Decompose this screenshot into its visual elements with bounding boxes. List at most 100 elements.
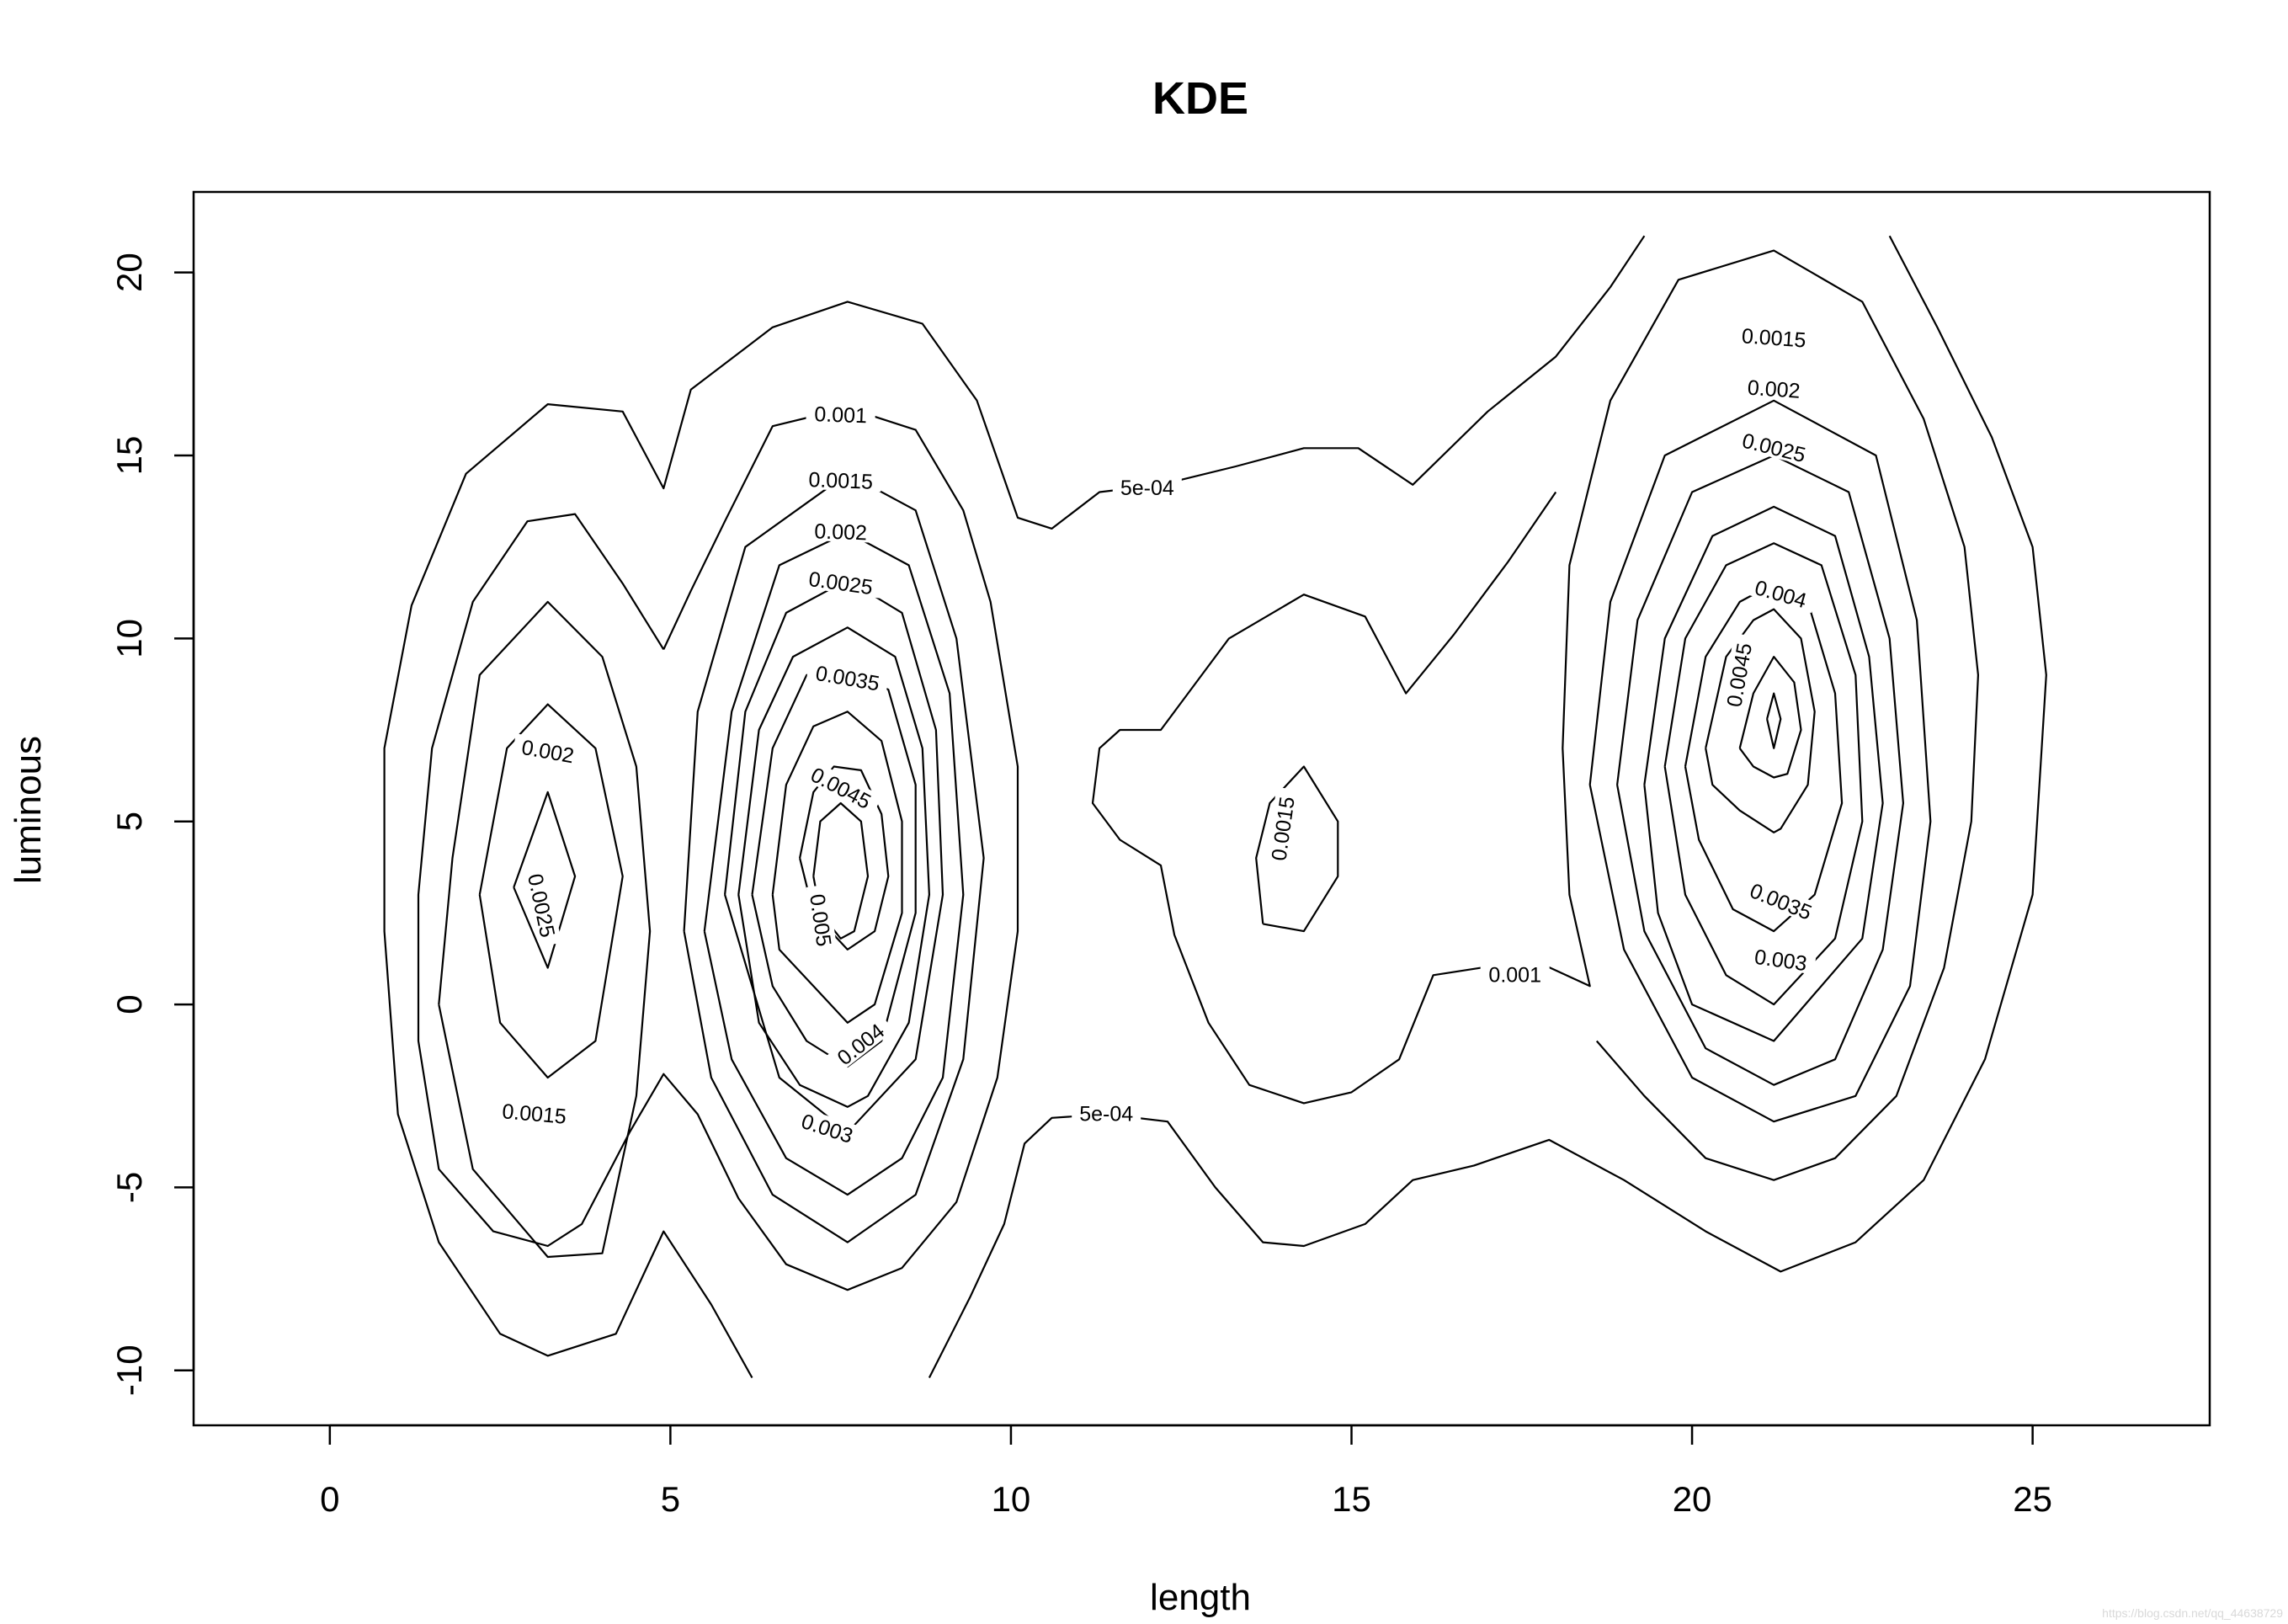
contour-label: 0.005 [805, 892, 835, 948]
contour-label-background [1072, 1101, 1141, 1124]
contour-labels: 5e-04 5e-04 0.001 0.001 0.0015 0.0015 0.0015 0.… [492, 322, 1823, 1149]
contour-label-group: 0.0025 [799, 565, 883, 599]
contour-line-0.0025 [513, 791, 577, 969]
contour-label-group: 0.003 [1745, 943, 1817, 976]
contour-label-group: 0.004 [1744, 572, 1817, 614]
contour-label-background [801, 758, 883, 816]
contour-label-background [1720, 632, 1756, 716]
contour-line-0.002 [703, 531, 965, 1196]
contour-label: 0.0045 [806, 763, 875, 814]
y-tick-label: 10 [109, 619, 149, 658]
contour-label-background [523, 863, 562, 947]
y-tick-label: 20 [109, 253, 149, 292]
contour-label-background [806, 518, 876, 543]
contour-label: 0.0025 [807, 567, 875, 599]
contour-label: 0.002 [1747, 376, 1801, 403]
contour-label-group: 0.0045 [1720, 632, 1757, 716]
contour-line-0.0015 [438, 600, 652, 1259]
x-tick-label: 20 [1673, 1479, 1712, 1519]
x-tick-label: 0 [320, 1479, 339, 1519]
contour-line-0.005 [1766, 692, 1782, 749]
contour-line-0.001 [417, 407, 1019, 1291]
y-axis: -10 -5 0 5 10 15 20 [109, 253, 195, 1396]
contour-label-group: 0.0015 [800, 466, 882, 494]
contour-label-background [799, 565, 883, 599]
contour-label: 0.0035 [814, 662, 881, 696]
contour-label-group: 0.003 [791, 1105, 865, 1149]
contour-line-0.001 [1091, 249, 1979, 1181]
contour-label-group: 0.0035 [806, 659, 890, 696]
x-axis: 0 5 10 15 20 25 [320, 1424, 2052, 1519]
x-tick-label: 5 [661, 1479, 680, 1519]
contour-label: 0.0015 [501, 1100, 567, 1129]
contour-label: 0.0015 [1267, 796, 1299, 863]
y-tick-label: 5 [109, 812, 149, 831]
contour-label-background [1732, 426, 1817, 467]
contour-label-group: 0.0015 [1732, 322, 1816, 353]
contour-line-0.0015 [683, 472, 985, 1243]
x-tick-label: 10 [992, 1479, 1031, 1519]
contour-label: 5e-04 [1120, 477, 1174, 500]
y-tick-label: -5 [109, 1172, 149, 1203]
contour-label-background [806, 884, 838, 956]
contour-label-background [806, 659, 890, 695]
y-axis-title: luminous [8, 736, 49, 884]
x-tick-label: 25 [2013, 1479, 2052, 1519]
contour-label: 0.002 [519, 736, 575, 768]
contour-label: 0.0015 [1741, 324, 1806, 352]
contour-label-group: 0.0015 [1265, 786, 1300, 871]
contour-label-group: 0.0025 [1732, 426, 1817, 467]
contour-label-background [1112, 476, 1182, 498]
contour-label: 0.0025 [1740, 429, 1808, 467]
contour-line-0.002 [1616, 454, 1904, 1086]
contour-label-background [512, 733, 584, 768]
contour-line-5e-04 [928, 235, 2047, 1378]
contour-label-group: 5e-04 [1112, 476, 1182, 500]
contour-label-background [1745, 943, 1817, 975]
contour-label-background [1480, 962, 1550, 985]
contour-label-group: 0.002 [512, 733, 584, 768]
contour-label-background [1744, 572, 1817, 614]
contour-line-0.0025 [1643, 505, 1884, 1042]
contour-label-background [791, 1105, 865, 1149]
contour-label-group: 0.002 [806, 518, 876, 545]
contour-line-5e-04 [383, 235, 1646, 1379]
contour-label-group: 5e-04 [1072, 1101, 1141, 1126]
contour-label-group: 0.0025 [523, 863, 562, 947]
contour-label-group: 0.001 [806, 401, 876, 428]
contour-line-0.0015 [1255, 765, 1339, 933]
x-axis-title: length [1150, 1577, 1251, 1618]
contour-label-group: 0.001 [1480, 962, 1550, 987]
contour-lines [383, 235, 2047, 1379]
contour-label: 5e-04 [1079, 1103, 1133, 1126]
contour-line-0.003 [1663, 542, 1864, 1006]
contour-label-background [800, 466, 882, 493]
contour-line-0.0025 [724, 578, 944, 1134]
contour-label: 0.0035 [1747, 879, 1815, 925]
y-tick-label: -10 [109, 1344, 149, 1396]
contour-line-0.003 [737, 626, 930, 1108]
contour-label-background [1738, 374, 1810, 402]
contour-label: 0.002 [814, 519, 868, 545]
contour-label-group: 0.002 [1738, 374, 1810, 403]
y-tick-label: 0 [109, 994, 149, 1014]
contour-label: 0.001 [1488, 963, 1541, 987]
contour-label: 0.0015 [808, 468, 873, 494]
contour-label-background [492, 1098, 576, 1127]
contour-label-group: 0.0015 [492, 1098, 576, 1129]
contour-label: 0.004 [1752, 576, 1809, 613]
contour-line-0.0035 [751, 667, 917, 1068]
contour-line-0.0035 [1684, 583, 1844, 933]
contour-line-0.002 [478, 703, 624, 1079]
contour-label: 0.001 [814, 402, 868, 428]
contour-line-0.0015 [1588, 399, 1932, 1123]
contour-line-0.0045 [1738, 656, 1802, 779]
x-tick-label: 15 [1332, 1479, 1371, 1519]
contour-label-background [826, 1013, 894, 1073]
contour-label-group: 0.005 [805, 884, 838, 956]
contour-line-0.004 [771, 711, 903, 1024]
contour-label: 0.003 [1753, 945, 1808, 976]
contour-label-background [1739, 875, 1823, 926]
